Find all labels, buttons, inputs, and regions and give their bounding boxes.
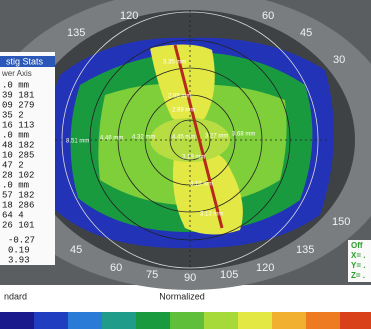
- map-label: 3.19 mm: [182, 155, 205, 161]
- left-panel: [0, 52, 55, 265]
- panel-row: .0 mm: [2, 130, 29, 140]
- map-label: 2.85 mm: [168, 94, 191, 100]
- panel-row: 39 181: [2, 90, 34, 100]
- right-line: Z= .: [351, 271, 365, 280]
- map-label: 3.18 mm: [190, 182, 213, 188]
- map-label: 2.99 mm: [172, 108, 195, 114]
- lobe-bottom: [172, 146, 243, 235]
- degree: 135: [296, 244, 314, 256]
- map-label: 4.45 mm: [172, 135, 195, 141]
- panel-summary: 3.93: [8, 255, 30, 265]
- degree: 105: [220, 269, 238, 281]
- degree: 45: [300, 27, 312, 39]
- degree: 30: [333, 54, 345, 66]
- panel-title: stig Stats: [6, 56, 44, 66]
- map-label: 3.35 mm: [163, 60, 186, 66]
- map-labels: 3.35 mm 2.85 mm 2.99 mm 8.51 mm 4.46 mm 4.32 …: [66, 60, 255, 218]
- degree: 135: [67, 27, 85, 39]
- map-label: 8.51 mm: [66, 139, 89, 145]
- lobe-top: [150, 44, 215, 124]
- panel-row: 10 285: [2, 150, 34, 160]
- map-label: 3.13 mm: [200, 212, 223, 218]
- panel-row: .0 mm: [2, 180, 29, 190]
- panel-header: wer Axis: [1, 69, 32, 78]
- panel-title-bg: [0, 56, 55, 67]
- panel-row: 47 2: [2, 160, 24, 170]
- panel-row: 28 102: [2, 170, 34, 180]
- degree: 90: [184, 272, 196, 284]
- footer-center: Normalized: [159, 291, 205, 301]
- right-line: Y= .: [351, 261, 365, 270]
- map-label: 3.27 mm: [205, 134, 228, 140]
- panel-row: .0 mm: [2, 80, 29, 90]
- panel-row: 18 286: [2, 200, 34, 210]
- color-bar: [0, 312, 371, 329]
- degree: 75: [146, 269, 158, 281]
- panel-summary: -0.27: [8, 235, 35, 245]
- degree: 45: [70, 244, 82, 256]
- axis-line: [173, 44, 224, 229]
- degree: 120: [120, 10, 138, 22]
- footer-left: ndard: [4, 291, 27, 301]
- panel-row: 64 4: [2, 210, 24, 220]
- panel-row: 57 182: [2, 190, 34, 200]
- degree: 60: [110, 262, 122, 274]
- degree: 120: [256, 262, 274, 274]
- map-label: 4.46 mm: [100, 136, 123, 142]
- panel-row: 35 2: [2, 110, 24, 120]
- panel-row: 48 182: [2, 140, 34, 150]
- degree: 60: [262, 10, 274, 22]
- panel-summary: 0.19: [8, 245, 30, 255]
- panel-row: 16 113: [2, 120, 34, 130]
- map-label: 4.32 mm: [132, 135, 155, 141]
- panel-row: 09 279: [2, 100, 34, 110]
- right-line: X= .: [351, 251, 365, 260]
- map-label: 3.68 mm: [232, 132, 255, 138]
- right-line: Off: [351, 241, 363, 250]
- right-panel: [348, 240, 371, 282]
- degree: 150: [332, 216, 350, 228]
- panel-row: 26 101: [2, 220, 34, 230]
- rings: [50, 10, 330, 270]
